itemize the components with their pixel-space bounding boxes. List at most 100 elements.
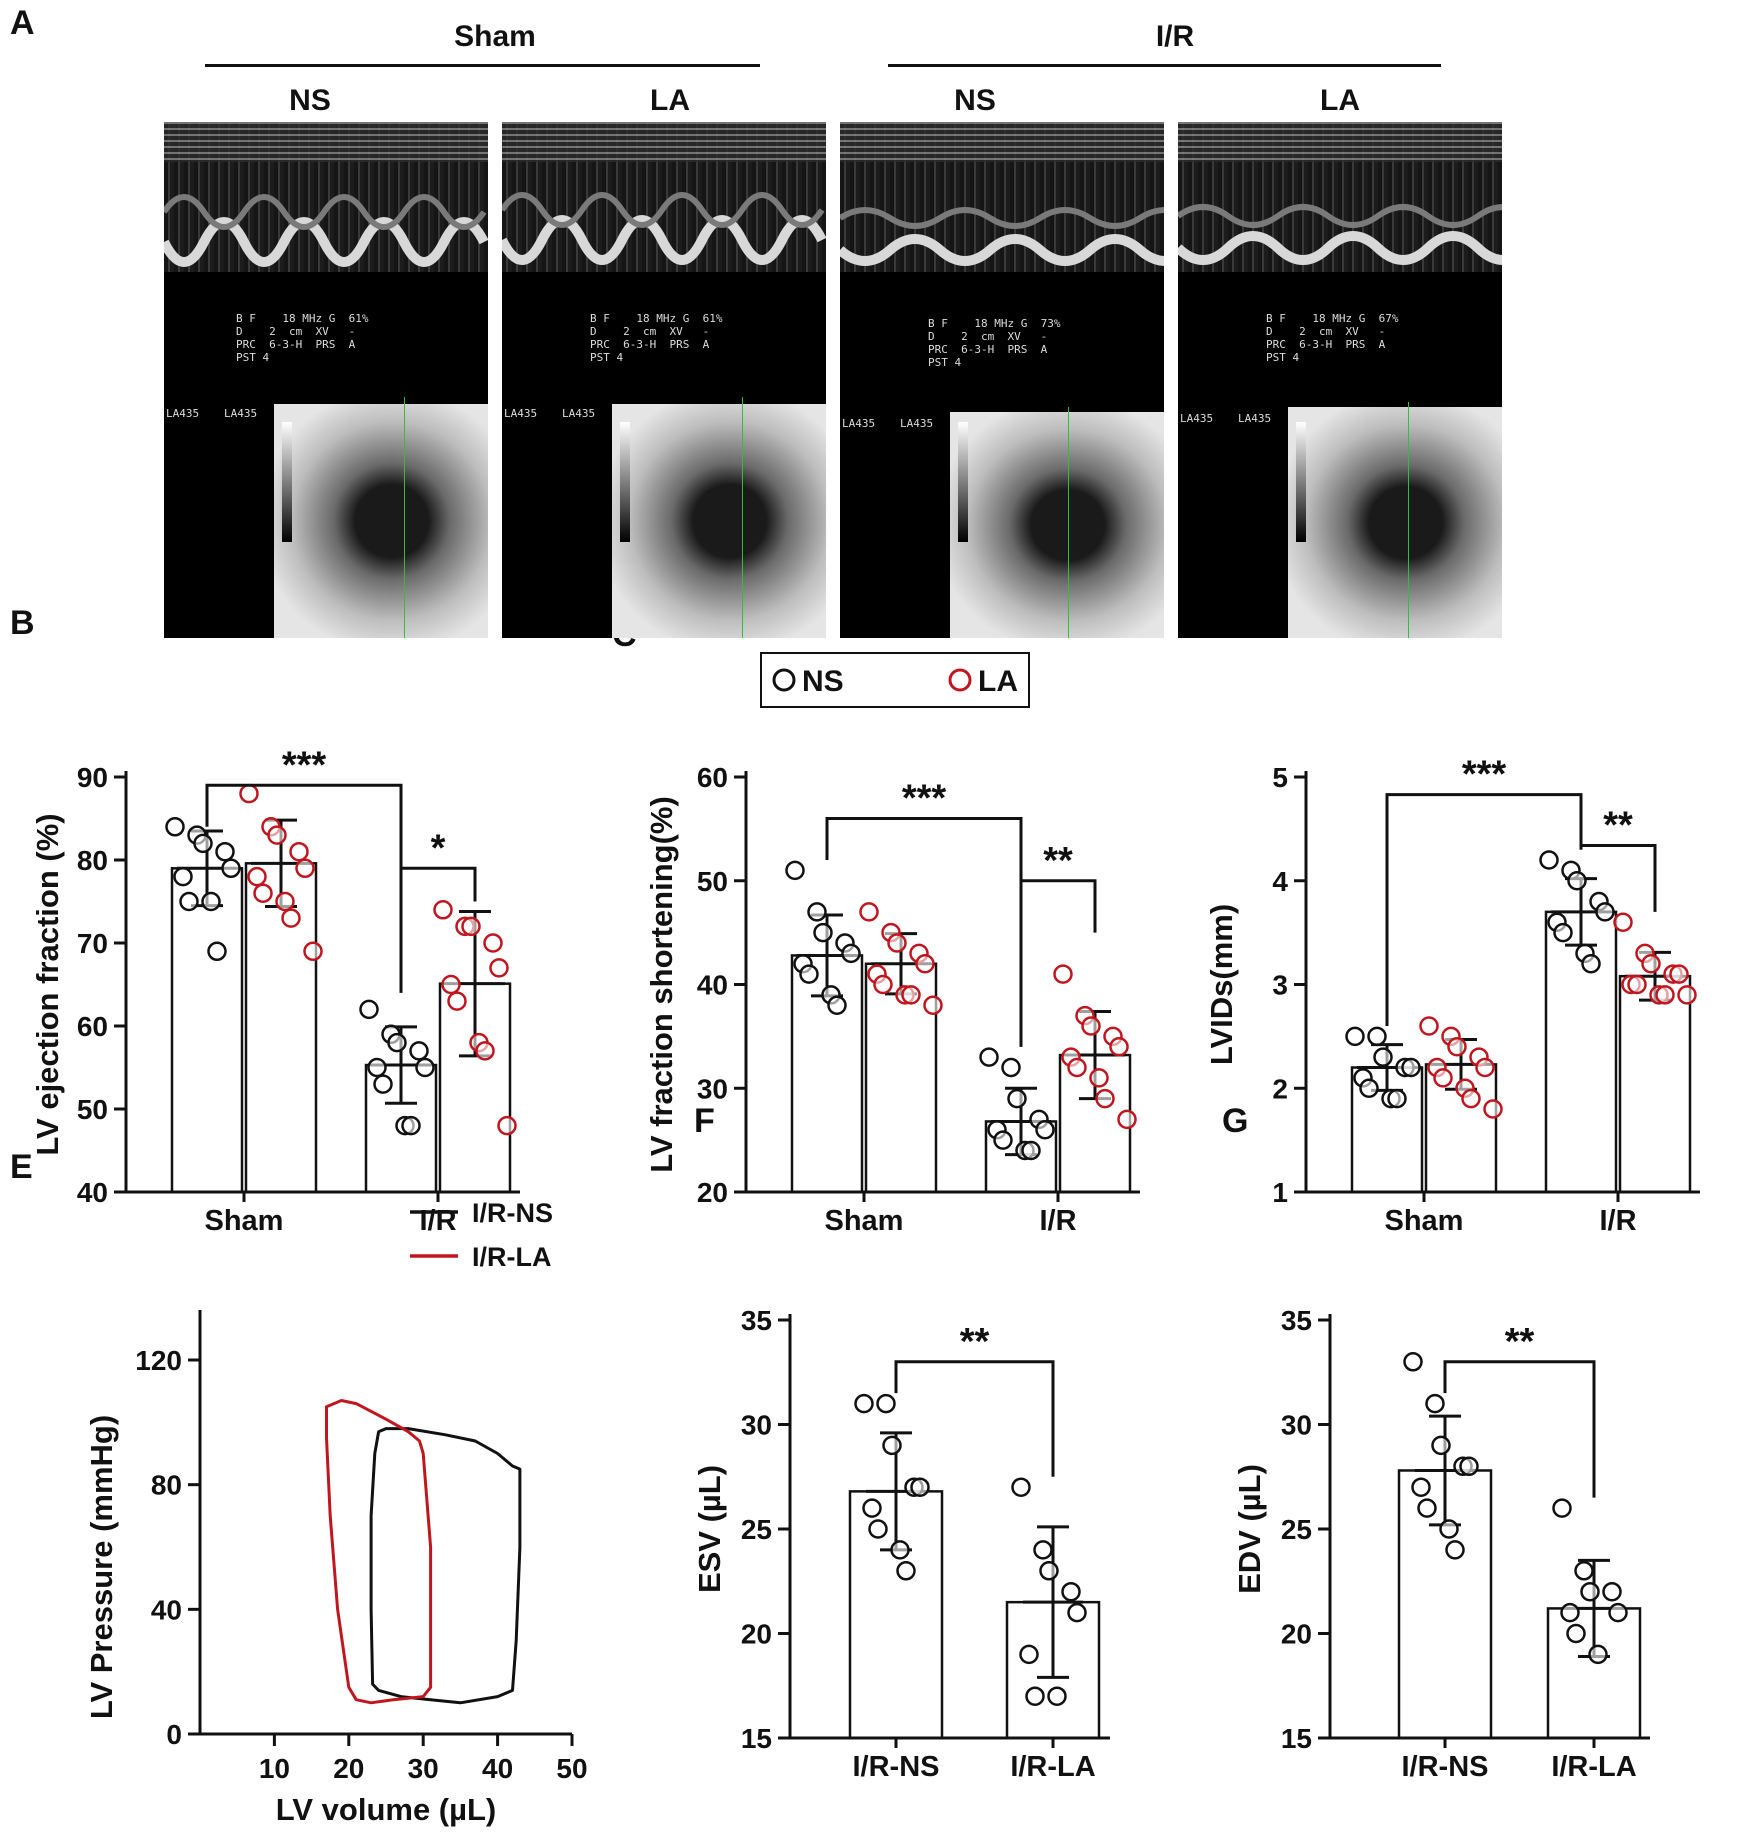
chart-esv: 15 20 25 30 35 ESV (µL) I/R-NS I/R-LA ** <box>692 1305 1110 1783</box>
data-point <box>1067 1057 1087 1078</box>
echo-tag: LA435 <box>504 407 538 420</box>
echo-tag: LA435 <box>562 407 596 420</box>
data-point <box>1411 1477 1431 1497</box>
y-tick-label: 15 <box>1281 1723 1312 1754</box>
data-point <box>1053 964 1073 984</box>
echo-tag: LA435 <box>224 407 258 420</box>
x-tick-label: I/R <box>1599 1205 1636 1237</box>
y-tick-label: 30 <box>741 1410 772 1441</box>
data-point <box>1461 1088 1481 1109</box>
echo-tag: LA435 <box>166 407 200 420</box>
significance-label: ** <box>1505 1321 1535 1363</box>
data-point <box>915 954 935 974</box>
x-tick-label: 40 <box>482 1753 513 1784</box>
data-point <box>1581 954 1601 974</box>
column-label-sham-ns: NS <box>289 84 331 117</box>
data-point <box>785 860 805 881</box>
data-point <box>1007 1088 1027 1109</box>
data-point <box>179 891 199 912</box>
data-point <box>887 933 907 953</box>
x-tick-label: I/R-NS <box>1402 1751 1489 1783</box>
y-tick-label: 5 <box>1272 762 1288 793</box>
y-tick-label: 40 <box>151 1594 182 1625</box>
data-point <box>1627 974 1647 995</box>
x-tick-label: Sham <box>825 1205 904 1237</box>
data-point <box>1047 1686 1067 1706</box>
legend-label-ns: NS <box>802 665 844 698</box>
y-tick-label: 40 <box>77 1177 108 1208</box>
x-axis-label: LV volume (µL) <box>276 1792 497 1827</box>
column-label-sham-la: LA <box>650 84 690 117</box>
significance-bracket <box>205 783 403 993</box>
data-point <box>401 1115 421 1136</box>
data-point <box>1655 985 1675 1005</box>
data-point <box>1608 1602 1628 1623</box>
data-point <box>799 964 819 984</box>
significance-bracket <box>1019 879 1097 1047</box>
significance-bracket <box>399 866 477 993</box>
data-point <box>1019 1644 1039 1665</box>
data-point <box>1475 1057 1495 1078</box>
panel-letter-e: E <box>10 1148 33 1186</box>
data-point <box>1431 1435 1451 1456</box>
data-point <box>239 783 259 804</box>
significance-bracket <box>894 1360 1055 1477</box>
y-tick-label: 4 <box>1272 866 1288 897</box>
data-point <box>910 1477 930 1497</box>
legend-marker-ns <box>772 668 796 692</box>
y-axis-label: LV fraction shortening(%) <box>644 796 679 1173</box>
data-point <box>359 999 379 1020</box>
y-tick-label: 70 <box>77 928 108 959</box>
data-point <box>1553 922 1573 943</box>
data-point <box>1539 850 1559 870</box>
data-point <box>862 1498 882 1518</box>
x-tick-label: I/R-LA <box>1551 1751 1636 1783</box>
data-point <box>207 941 227 962</box>
data-point <box>303 941 323 962</box>
data-point <box>993 1130 1013 1150</box>
data-point <box>373 1074 393 1094</box>
y-tick-label: 2 <box>1272 1073 1288 1104</box>
data-point <box>1566 1623 1586 1644</box>
data-point <box>215 841 235 862</box>
y-tick-label: 35 <box>1281 1305 1312 1336</box>
data-point <box>247 866 267 887</box>
significance-label: *** <box>902 778 947 820</box>
data-point <box>1061 1581 1081 1602</box>
y-tick-label: 50 <box>77 1094 108 1125</box>
data-point <box>901 985 921 1005</box>
data-point <box>253 883 273 903</box>
legend-label-la: LA <box>978 665 1018 698</box>
y-axis-label: EDV (µL) <box>1232 1464 1267 1594</box>
data-point <box>813 922 833 943</box>
legend: NS LA <box>760 652 1030 708</box>
data-point <box>854 1393 874 1414</box>
x-tick-label: Sham <box>1385 1205 1464 1237</box>
y-tick-label: 30 <box>1281 1410 1312 1441</box>
echo-settings-text: B F 18 MHz G 61% D 2 cm XV - PRC 6-3-H P… <box>590 312 723 364</box>
data-point <box>447 991 467 1011</box>
y-tick-label: 0 <box>166 1719 182 1750</box>
data-point <box>441 974 461 995</box>
y-tick-label: 25 <box>741 1514 772 1545</box>
data-point <box>1011 1477 1031 1497</box>
data-point <box>193 833 213 854</box>
y-axis-label: ESV (µL) <box>692 1465 727 1593</box>
data-point <box>367 1057 387 1078</box>
y-tick-label: 15 <box>741 1723 772 1754</box>
data-point <box>1359 1078 1379 1098</box>
y-axis-label: LV Pressure (mmHg) <box>84 1415 119 1719</box>
data-point <box>1373 1047 1393 1067</box>
data-point <box>896 1561 916 1581</box>
echo-image-ir-ns: B F 18 MHz G 73% D 2 cm XV - PRC 6-3-H P… <box>840 122 1164 638</box>
data-point <box>1425 1393 1445 1414</box>
data-point <box>890 1540 910 1560</box>
data-point <box>1367 1026 1387 1047</box>
group-line-sham <box>205 64 760 67</box>
data-point <box>1417 1498 1437 1518</box>
data-point <box>267 825 287 845</box>
chart-ejection-fraction: 40 50 60 70 80 90 LV ejection fraction (%) Sham… <box>30 744 520 1237</box>
data-point <box>876 1393 896 1414</box>
data-point <box>1574 1561 1594 1581</box>
data-point <box>295 858 315 879</box>
